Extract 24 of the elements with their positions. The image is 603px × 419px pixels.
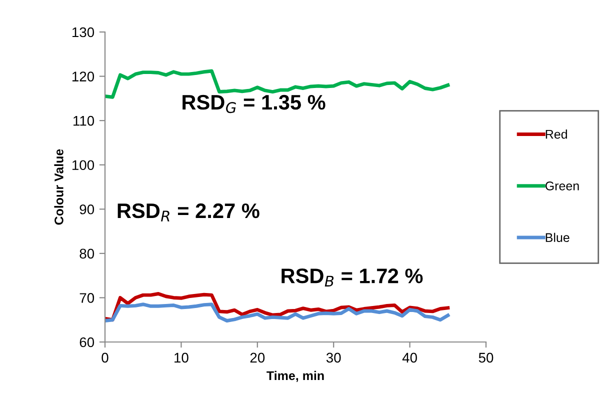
annotation: RSD$_{B}$ = 1.72 % xyxy=(282,268,423,286)
y-tick-label: 80 xyxy=(80,248,94,259)
x-axis-title: Time, min xyxy=(266,370,324,382)
y-tick-label: 60 xyxy=(80,337,94,348)
x-tick-label: 30 xyxy=(326,352,341,363)
x-tick-label: 40 xyxy=(402,352,417,363)
y-tick-label: 90 xyxy=(80,204,94,214)
legend-label: Blue xyxy=(546,232,570,242)
legend-label: Red xyxy=(546,130,567,139)
y-tick-label: 100 xyxy=(72,160,94,170)
y-axis-title: Colour Value xyxy=(54,149,64,225)
x-tick-label: 50 xyxy=(478,352,494,363)
y-tick-label: 70 xyxy=(80,293,94,303)
y-tick-label: 130 xyxy=(72,27,94,38)
y-tick-label: 110 xyxy=(73,116,94,126)
line-series xyxy=(105,302,450,322)
x-tick-label: 10 xyxy=(174,352,188,363)
x-tick-label: 0 xyxy=(102,352,108,363)
legend-label: Green xyxy=(546,182,579,190)
annotation: RSD$_{G}$ = 1.35 % xyxy=(182,94,326,114)
y-tick-label: 120 xyxy=(72,72,94,82)
x-tick-label: 20 xyxy=(250,352,265,363)
annotation: RSD$_{R}$ = 2.27 % xyxy=(118,203,260,222)
line-series xyxy=(105,292,450,322)
